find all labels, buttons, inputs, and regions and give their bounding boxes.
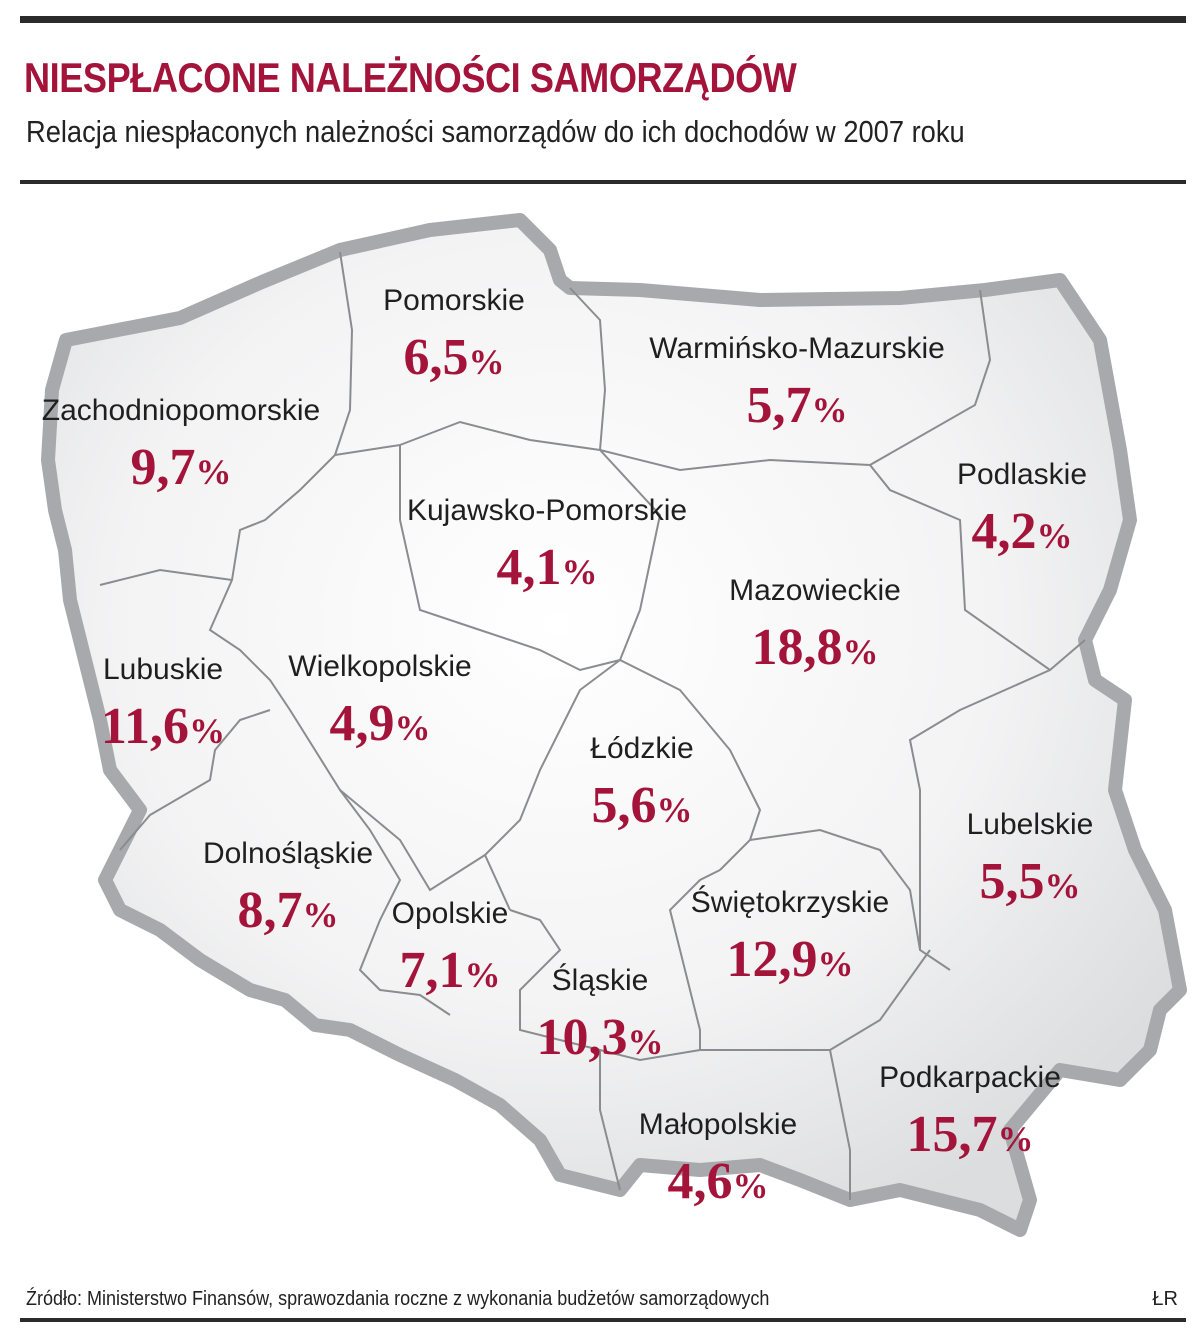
region-borders (99, 251, 1086, 1200)
region-name-label: Wielkopolskie (288, 650, 471, 683)
page-title: NIESPŁACONE NALEŻNOŚCI SAMORZĄDÓW (24, 54, 797, 101)
page-subtitle: Relacja niespłaconych należności samorzą… (26, 114, 965, 149)
region-name-label: Lubelskie (967, 808, 1094, 841)
region-value-label: 12,9% (727, 931, 854, 988)
region-value-unit: % (628, 1022, 664, 1062)
region-value-unit: % (469, 342, 505, 382)
region-value-label: 4,2% (972, 503, 1073, 560)
region-value-number: 18,8 (752, 619, 843, 676)
region-value-label: 6,5% (404, 329, 505, 386)
region-value-unit: % (189, 711, 225, 751)
region-name-label: Śląskie (552, 963, 649, 997)
region-value-label: 11,6% (101, 698, 225, 755)
region-value-number: 12,9 (727, 931, 818, 988)
region-name-label: Dolnośląskie (203, 837, 373, 870)
region-value-label: 7,1% (400, 942, 501, 999)
region-name-label: Podkarpackie (879, 1061, 1061, 1094)
bottom-rule (20, 1318, 1186, 1322)
region-name-label: Lubuskie (103, 653, 223, 686)
region-value-unit: % (303, 895, 339, 935)
region-value-number: 4,1 (497, 539, 562, 596)
region-name-label: Mazowieckie (729, 574, 901, 607)
header-rule (20, 180, 1186, 184)
country-outline (41, 213, 1187, 1237)
region-value-label: 5,6% (592, 777, 693, 834)
region-value-number: 4,6 (668, 1153, 733, 1210)
region-value-number: 10,3 (537, 1009, 628, 1066)
region-value-unit: % (562, 552, 598, 592)
region-value-number: 4,9 (330, 695, 395, 752)
region-value-label: 4,6% (668, 1153, 769, 1210)
region-value-number: 11,6 (101, 698, 189, 755)
region-value-unit: % (657, 790, 693, 830)
region-value-unit: % (395, 708, 431, 748)
region-value-label: 5,5% (980, 853, 1081, 910)
region-value-number: 7,1 (400, 942, 465, 999)
source-note: Źródło: Ministerstwo Finansów, sprawozda… (26, 1288, 770, 1310)
region-value-unit: % (843, 632, 879, 672)
region-value-unit: % (818, 944, 854, 984)
top-rule (20, 16, 1186, 23)
region-value-number: 5,6 (592, 777, 657, 834)
region-value-label: 5,7% (747, 377, 848, 434)
author-credit: ŁR (1152, 1288, 1178, 1310)
region-value-unit: % (465, 955, 501, 995)
region-value-label: 8,7% (238, 882, 339, 939)
poland-map: Pomorskie 6,5% Warmińsko-Mazurskie 5,7% Zach… (41, 213, 1187, 1237)
region-name-label: Podlaskie (957, 458, 1087, 491)
region-value-label: 4,9% (330, 695, 431, 752)
region-value-number: 8,7 (238, 882, 303, 939)
region-name-label: Świętokrzyskie (691, 885, 889, 919)
region-value-number: 9,7 (131, 439, 196, 496)
region-labels: Pomorskie 6,5% Warmińsko-Mazurskie 5,7% Zach… (42, 284, 1094, 1210)
region-name-label: Łódzkie (590, 732, 693, 765)
region-value-label: 15,7% (907, 1106, 1034, 1163)
region-name-label: Pomorskie (383, 284, 525, 317)
region-value-unit: % (812, 390, 848, 430)
region-name-label: Małopolskie (639, 1108, 797, 1141)
region-value-number: 6,5 (404, 329, 469, 386)
region-name-label: Zachodniopomorskie (42, 394, 320, 427)
region-value-number: 5,5 (980, 853, 1045, 910)
region-value-unit: % (733, 1166, 769, 1206)
region-value-number: 15,7 (907, 1106, 998, 1163)
region-value-number: 4,2 (972, 503, 1037, 560)
region-name-label: Kujawsko-Pomorskie (407, 494, 687, 527)
region-value-unit: % (1045, 866, 1081, 906)
region-name-label: Opolskie (392, 897, 509, 930)
region-value-label: 9,7% (131, 439, 232, 496)
region-value-number: 5,7 (747, 377, 812, 434)
region-name-label: Warmińsko-Mazurskie (649, 332, 945, 365)
region-value-unit: % (196, 452, 232, 492)
region-value-label: 4,1% (497, 539, 598, 596)
region-value-label: 18,8% (752, 619, 879, 676)
region-value-unit: % (998, 1119, 1034, 1159)
region-value-unit: % (1037, 516, 1073, 556)
region-value-label: 10,3% (537, 1009, 664, 1066)
